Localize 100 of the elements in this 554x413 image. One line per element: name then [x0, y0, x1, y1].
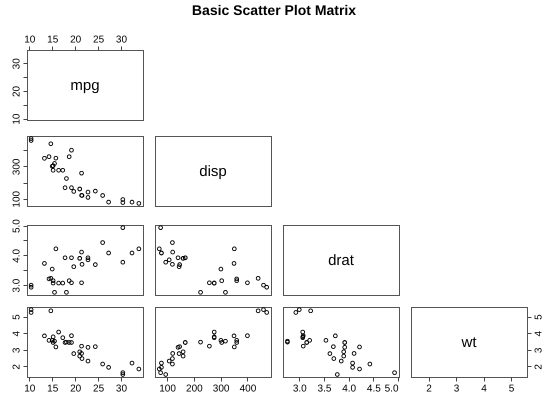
point	[352, 351, 356, 356]
x-tick-label: 25	[93, 384, 105, 394]
point	[158, 225, 163, 230]
point	[176, 351, 182, 356]
point	[300, 344, 306, 348]
point	[136, 201, 142, 206]
point	[54, 344, 58, 350]
point	[100, 362, 105, 366]
y-tick-label: 300	[12, 158, 22, 176]
point	[234, 340, 240, 345]
point	[80, 262, 84, 267]
point	[130, 250, 134, 256]
point	[71, 189, 76, 194]
point	[198, 290, 203, 295]
point	[130, 200, 134, 204]
point	[296, 307, 302, 312]
annotation: drat	[328, 252, 355, 269]
point	[180, 354, 186, 358]
point	[334, 372, 340, 377]
x-tick-label: 4	[481, 384, 488, 394]
point	[79, 280, 84, 286]
point	[56, 330, 61, 334]
point	[79, 351, 84, 356]
point	[245, 280, 250, 286]
point	[245, 333, 250, 338]
point	[56, 168, 61, 173]
point	[50, 280, 56, 286]
y-tick-label: 2	[12, 364, 22, 370]
point	[28, 136, 34, 141]
annotation: wt	[460, 334, 478, 351]
point	[28, 138, 34, 143]
point	[46, 338, 52, 343]
point	[28, 310, 34, 315]
point	[223, 338, 228, 344]
point	[158, 370, 163, 376]
x-tick-label: 30	[116, 34, 128, 46]
point	[136, 246, 142, 252]
point	[120, 197, 126, 202]
point	[48, 141, 54, 146]
y-tick-label: 4.0	[12, 248, 22, 263]
point	[180, 349, 186, 354]
x-tick-label: 15	[47, 384, 59, 394]
point	[28, 284, 34, 290]
point	[86, 358, 90, 364]
point	[256, 276, 260, 281]
point	[69, 340, 74, 345]
x-tick-label: 10	[24, 34, 36, 46]
point	[170, 262, 175, 267]
point	[219, 278, 224, 284]
point	[50, 334, 56, 340]
point	[207, 344, 212, 348]
point	[50, 338, 55, 343]
point	[170, 240, 175, 245]
point	[69, 333, 74, 338]
point	[50, 266, 55, 272]
x-tick-label: 4.0	[342, 384, 357, 394]
x-tick-label: 200	[186, 384, 204, 394]
point	[170, 351, 175, 356]
x-tick-label: 2	[426, 384, 432, 394]
annotation: mpg	[70, 77, 100, 94]
point	[69, 255, 74, 260]
point	[120, 372, 126, 377]
text: Basic Scatter Plot Matrix	[192, 2, 356, 18]
point	[300, 330, 306, 334]
y-tick-label: 100	[12, 190, 22, 208]
x-tick-label: 20	[70, 384, 82, 394]
point	[232, 246, 237, 252]
point	[54, 246, 58, 252]
point	[234, 338, 240, 343]
point	[234, 276, 240, 282]
point	[166, 358, 172, 364]
point	[120, 200, 126, 205]
point	[46, 276, 52, 282]
point	[71, 351, 76, 356]
point	[357, 344, 362, 350]
point	[350, 360, 355, 366]
point	[170, 250, 175, 254]
point	[159, 360, 164, 366]
point	[218, 338, 224, 343]
point	[166, 258, 172, 262]
x-tick-label: 30	[116, 384, 128, 394]
x-tick-label: 10	[24, 384, 36, 394]
point	[324, 338, 328, 343]
point	[79, 250, 84, 254]
y-tick-label: 5	[12, 314, 22, 320]
point	[256, 308, 260, 314]
point	[46, 154, 52, 160]
point	[159, 365, 164, 370]
point	[176, 264, 182, 270]
x-tick-label: 4.5	[366, 384, 382, 394]
point	[106, 250, 111, 256]
y-tick-label: 3	[12, 347, 22, 354]
point	[307, 338, 312, 343]
x-tick-label: 3.0	[292, 384, 308, 394]
x-tick-label: 300	[212, 384, 230, 394]
point	[308, 308, 313, 314]
point	[338, 358, 344, 364]
point	[100, 193, 105, 198]
point	[48, 308, 54, 314]
point	[86, 258, 90, 262]
